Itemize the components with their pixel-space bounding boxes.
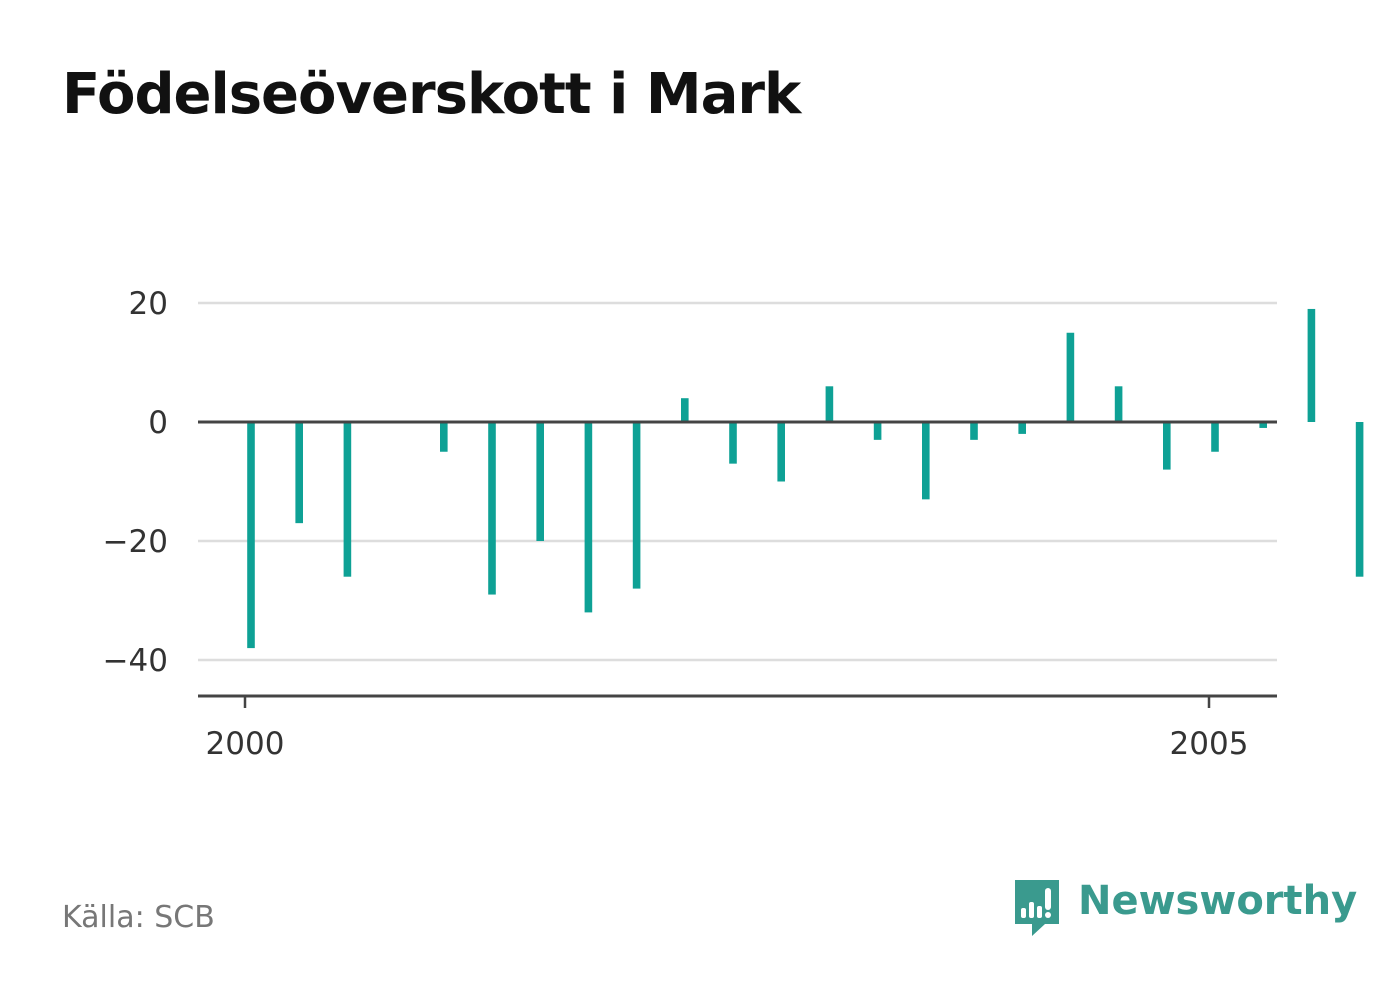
bar xyxy=(1066,332,1075,422)
bar xyxy=(632,422,641,589)
bar xyxy=(1259,422,1267,428)
bar xyxy=(825,386,834,422)
bar xyxy=(1018,422,1026,434)
gridlines xyxy=(198,301,1277,662)
y-tick-label: 0 xyxy=(148,405,168,441)
bar xyxy=(343,422,352,577)
bar xyxy=(922,422,930,500)
bar xyxy=(729,422,737,464)
source-label: Källa: SCB xyxy=(62,900,215,935)
bar xyxy=(536,422,544,541)
bar xyxy=(681,398,689,422)
y-tick-label: 20 xyxy=(129,286,168,322)
bar-chart-speech-bubble-icon xyxy=(1015,880,1059,936)
bar xyxy=(970,422,978,440)
bar xyxy=(1307,308,1316,422)
x-axis xyxy=(198,694,1277,708)
chart-title: Födelseöverskott i Mark xyxy=(62,62,801,127)
bar xyxy=(777,422,785,482)
bar xyxy=(295,422,303,524)
bar xyxy=(1114,386,1123,422)
bar xyxy=(584,422,593,613)
y-tick-label: −20 xyxy=(103,524,168,560)
y-tick-label: −40 xyxy=(103,643,168,679)
bars xyxy=(247,308,1364,649)
bar xyxy=(247,422,255,649)
bar xyxy=(873,422,882,440)
bar xyxy=(1211,422,1219,452)
y-axis-labels: 20 0 −20 −40 xyxy=(103,286,168,679)
x-tick-label: 2005 xyxy=(1170,726,1249,762)
bar xyxy=(1355,422,1364,577)
x-tick-label: 2000 xyxy=(206,726,285,762)
brand-logo: Newsworthy xyxy=(1012,878,1357,940)
brand-name: Newsworthy xyxy=(1078,878,1358,924)
bar xyxy=(1163,422,1171,470)
bar xyxy=(488,422,496,595)
bar xyxy=(440,422,448,452)
x-axis-labels: 200020052010201520202025 xyxy=(206,726,1249,762)
